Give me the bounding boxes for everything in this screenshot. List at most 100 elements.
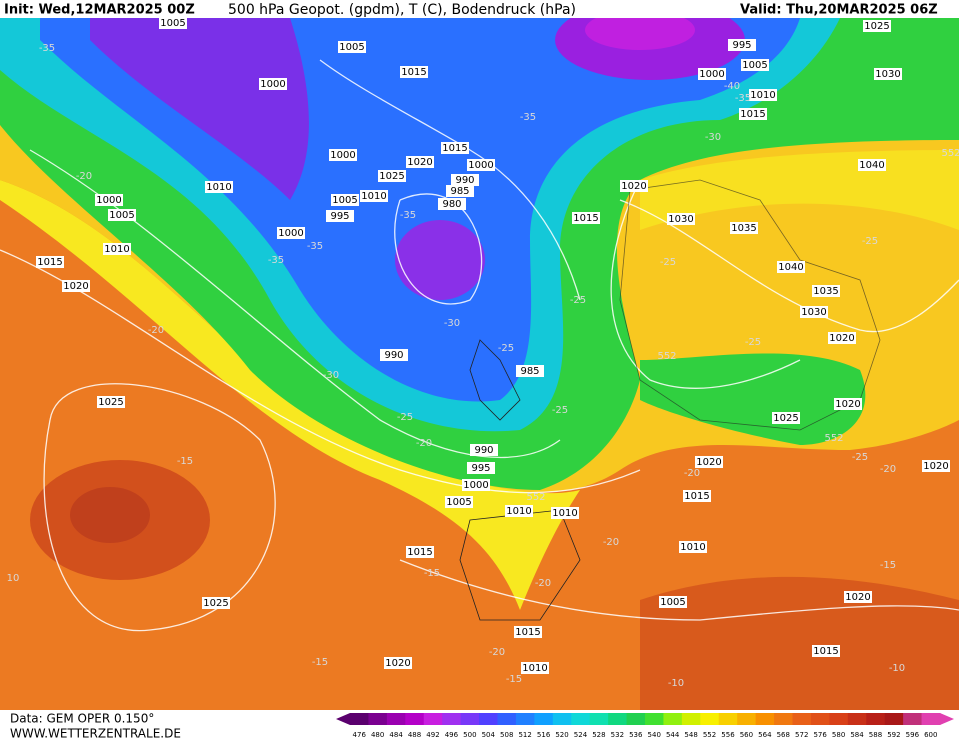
pressure-label: 1000 [278,228,303,239]
temperature-label: -30 [444,318,460,329]
colorbar-swatch [350,713,369,725]
temperature-label: -25 [862,236,878,247]
pressure-label: 1015 [401,67,426,78]
temperature-label: 552 [526,492,545,503]
colorbar-swatch [608,713,628,725]
map-labels: 1005 1005 1015 1000 995 1005 1000 1010 1015 1025 1… [7,17,959,689]
pressure-label-bg [834,398,862,410]
colorbar-tick-label: 512 [518,731,531,739]
pressure-label: 1030 [801,307,826,318]
pressure-label-bg [400,66,428,78]
pressure-label-bg [749,89,777,101]
temperature-label: -20 [535,578,551,589]
pressure-label: 990 [455,175,474,186]
pressure-label-bg [360,190,388,202]
pressure-label-bg [551,507,579,519]
colorbar-tick-label: 556 [721,731,735,739]
pressure-label-bg [812,285,840,297]
temperature-label: -20 [603,537,619,548]
pressure-label: 1005 [339,42,364,53]
temperature-label: -35 [39,43,55,54]
colorbar-tick-label: 548 [684,731,697,739]
colorbar-swatch [515,713,535,725]
pressure-label: 1020 [923,461,948,472]
pressure-label: 1020 [835,399,860,410]
pressure-label-bg [406,546,434,558]
pressure-label-bg [446,185,474,197]
temperature-label: -25 [852,452,868,463]
pressure-label: 1010 [522,663,547,674]
temperature-label: -25 [745,337,761,348]
pressure-label-bg [406,156,434,168]
pressure-label-bg [741,59,769,71]
temperature-label: 552 [824,433,843,444]
pressure-label-bg [259,78,287,90]
colorbar-swatch [774,713,793,725]
pressure-label: 1025 [773,413,798,424]
temperature-label: -10 [668,678,684,689]
pressure-label-bg [378,170,406,182]
colorbar-tick-label: 564 [758,731,772,739]
temperature-label: 552 [657,351,676,362]
colorbar-tick-label: 588 [869,731,882,739]
pressure-label: 1020 [696,457,721,468]
pressure-label-bg [800,306,828,318]
pressure-label-bg [380,349,408,361]
colorbar-tick-label: 600 [924,731,937,739]
pressure-label-bg [695,456,723,468]
pressure-label-bg [698,68,726,80]
pressure-label-bg [202,597,230,609]
colorbar-swatch [663,713,683,725]
pressure-label-bg [667,213,695,225]
temperature-label: -35 [400,210,416,221]
pressure-label-bg [728,39,756,51]
pressure-label-bg [683,490,711,502]
pressure-label: 995 [330,211,349,222]
pressure-label: 1020 [829,333,854,344]
pressure-label: 990 [384,350,403,361]
temperature-label: -30 [705,132,721,143]
colorbar-tick-label: 520 [555,731,568,739]
pressure-label: 1015 [573,213,598,224]
init-time: Init: Wed,12MAR2025 00Z [4,3,195,18]
pressure-label-bg [159,17,187,29]
pressure-label-bg [462,479,490,491]
temperature-label: -20 [148,325,164,336]
pressure-label-bg [922,460,950,472]
colorbar-tick-label: 596 [906,731,920,739]
pressure-label-bg [95,194,123,206]
pressure-label: 985 [450,186,469,197]
temperature-label: -20 [416,438,432,449]
colorbar-tick-label: 496 [445,731,459,739]
colorbar-swatch [847,713,867,725]
pressure-label: 1015 [684,491,709,502]
pressure-label-bg [441,142,469,154]
pressure-label-bg [326,210,354,222]
pressure-label: 1000 [96,195,121,206]
pressure-label: 1005 [446,497,471,508]
colorbar-swatch [589,713,609,725]
pressure-label: 995 [732,40,751,51]
pressure-label: 1005 [332,195,357,206]
pressure-label: 1030 [875,69,900,80]
pressure-label-bg [103,243,131,255]
pressure-label: 1020 [63,281,88,292]
colorbar-tick-label: 500 [463,731,476,739]
temperature-label: -35 [268,255,284,266]
pressure-label-bg [739,108,767,120]
pressure-label: 1020 [407,157,432,168]
pressure-label: 1000 [330,150,355,161]
pressure-label: 1015 [740,109,765,120]
temperature-label: -10 [889,663,905,674]
colorbar-tick-label: 580 [832,731,845,739]
pressure-label: 995 [471,463,490,474]
colorbar-tick-label: 504 [482,731,496,739]
pressure-label: 1000 [699,69,724,80]
pressure-label-bg [828,332,856,344]
colorbar-tick-label: 528 [592,731,605,739]
temperature-label: -20 [76,171,92,182]
colorbar-arrow-right [940,713,954,725]
colorbar-swatch [423,713,443,725]
colorbar: 476 480 484 488 492 496 500 504 508 512 516 520 524 5… [336,713,954,739]
